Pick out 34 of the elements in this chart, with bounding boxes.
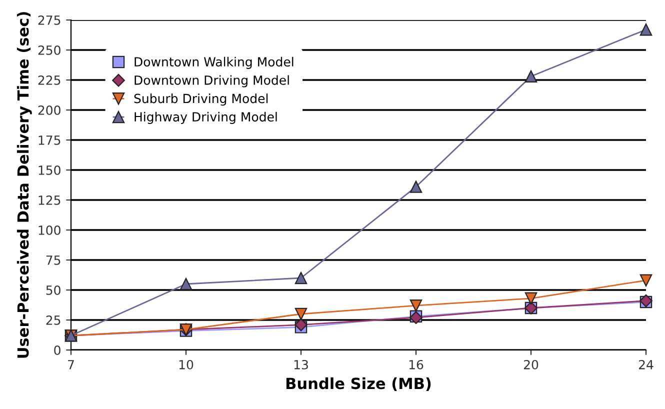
- legend-label: Highway Driving Model: [134, 112, 277, 124]
- y-tick-label: 275: [38, 15, 60, 25]
- y-tick-label: 250: [38, 45, 60, 55]
- point: [410, 299, 422, 312]
- y-tick-label: 0: [54, 345, 60, 355]
- point: [524, 70, 538, 83]
- y-tick-label: 125: [38, 195, 60, 205]
- x-tick-label: 7: [68, 360, 74, 370]
- legend-label: Suburb Driving Model: [134, 94, 268, 106]
- point: [180, 278, 192, 290]
- x-axis-title: Bundle Size (MB): [286, 377, 431, 391]
- y-tick-label: 200: [38, 105, 60, 115]
- y-axis-title: User-Perceived Data Delivery Time (sec): [16, 12, 32, 358]
- point: [524, 292, 538, 305]
- x-tick-label: 13: [294, 360, 308, 370]
- y-tick-label: 175: [38, 136, 60, 145]
- point: [294, 308, 308, 320]
- point: [640, 23, 652, 36]
- legend-label: Downtown Driving Model: [134, 75, 289, 88]
- y-tick-label: 25: [46, 315, 60, 325]
- y-tick-label: 100: [38, 225, 60, 235]
- x-tick-label: 20: [524, 360, 538, 370]
- legend-label: Downtown Walking Model: [134, 56, 294, 69]
- point: [640, 274, 652, 287]
- y-tick-label: 150: [38, 165, 60, 175]
- y-tick-label: 75: [46, 256, 60, 265]
- y-tick-label: 225: [38, 75, 60, 85]
- y-tick-label: 50: [46, 285, 60, 295]
- x-tick-label: 16: [409, 360, 424, 370]
- x-tick-label: 24: [638, 360, 654, 370]
- x-tick-label: 10: [179, 360, 194, 370]
- point: [294, 272, 308, 284]
- point: [410, 180, 422, 193]
- point: [294, 318, 308, 332]
